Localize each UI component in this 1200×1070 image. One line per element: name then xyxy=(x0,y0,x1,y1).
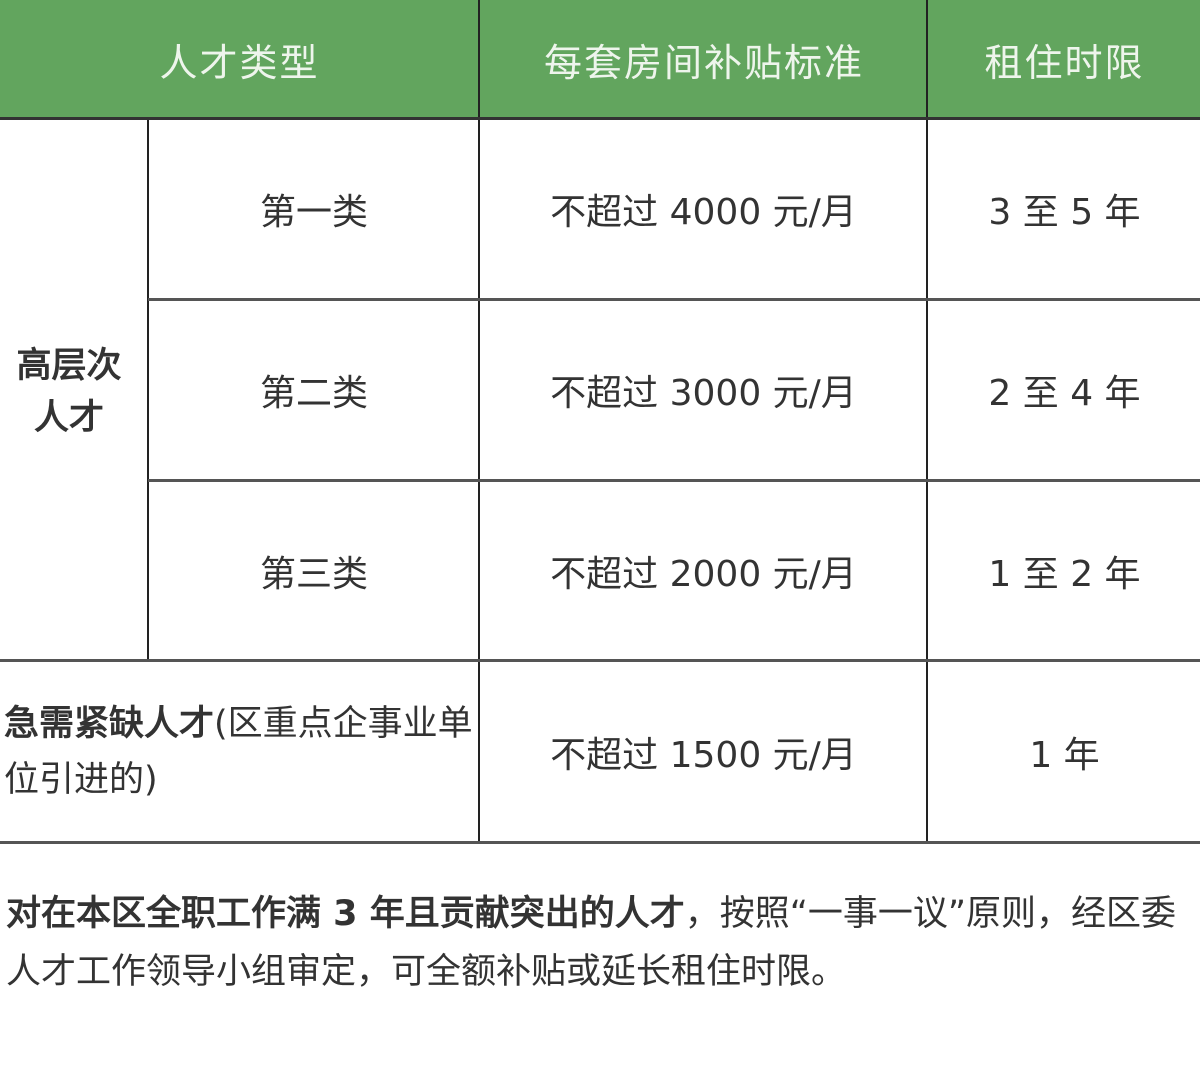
term: 1 年 xyxy=(1029,734,1100,776)
urgent-label-bold: 急需紧缺人才 xyxy=(4,703,215,744)
term: 2 至 4 年 xyxy=(988,373,1141,414)
talent-type: 急需紧缺人才(区重点企事业单位引进的) xyxy=(4,662,474,841)
urgent-label-rest: (区重点企事业单位引进的) xyxy=(4,703,473,800)
talent-type: 第一类 xyxy=(259,192,368,233)
term: 3 至 5 年 xyxy=(988,192,1141,233)
header-term: 租住时限 xyxy=(984,40,1145,85)
subsidy: 不超过 4000 元/月 xyxy=(550,192,857,233)
group-label: 高层次人才 xyxy=(16,346,122,438)
divider xyxy=(0,659,1200,662)
subsidy: 不超过 3000 元/月 xyxy=(550,373,857,414)
header-talent-type: 人才类型 xyxy=(159,40,320,85)
divider xyxy=(147,118,149,660)
divider xyxy=(0,117,1200,120)
divider xyxy=(0,841,1200,844)
divider xyxy=(148,298,1200,301)
table-header: 人才类型 每套房间补贴标准 租住时限 xyxy=(0,0,1200,118)
header-subsidy: 每套房间补贴标准 xyxy=(543,40,864,85)
divider xyxy=(478,0,480,842)
subsidy: 不超过 1500 元/月 xyxy=(550,734,857,776)
footnote: 对在本区全职工作满 3 年且贡献突出的人才，按照“一事一议”原则，经区委人才工作… xyxy=(6,885,1176,1001)
divider xyxy=(148,479,1200,482)
talent-type: 第二类 xyxy=(259,373,368,414)
term: 1 至 2 年 xyxy=(988,553,1141,595)
divider xyxy=(926,0,928,842)
talent-type: 第三类 xyxy=(259,553,368,595)
footnote-rest: ，按照“一事一议”原则，经区委人才工作领导小组审定，可全额补贴或延长租住时限。 xyxy=(6,894,1177,992)
footnote-bold: 对在本区全职工作满 3 年且贡献突出的人才 xyxy=(6,894,685,934)
subsidy: 不超过 2000 元/月 xyxy=(550,553,857,595)
